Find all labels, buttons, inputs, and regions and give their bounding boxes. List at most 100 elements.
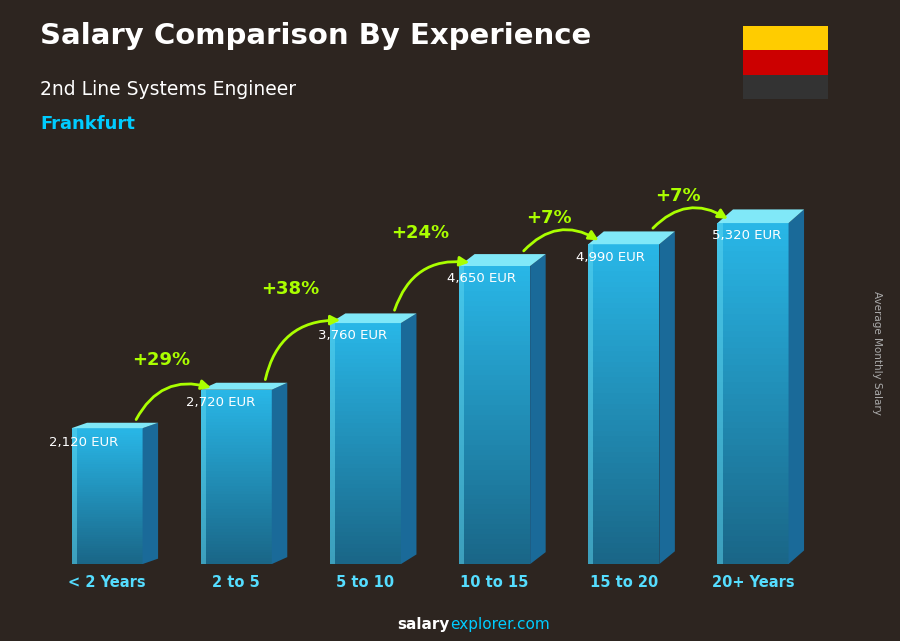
- Polygon shape: [717, 501, 788, 507]
- Polygon shape: [201, 390, 272, 393]
- Polygon shape: [71, 546, 142, 548]
- Polygon shape: [459, 544, 530, 549]
- Polygon shape: [717, 376, 788, 382]
- Polygon shape: [717, 422, 788, 428]
- Polygon shape: [717, 439, 788, 445]
- Polygon shape: [71, 535, 142, 537]
- Polygon shape: [717, 291, 788, 297]
- Polygon shape: [717, 405, 788, 411]
- Polygon shape: [71, 478, 142, 480]
- Text: Salary Comparison By Experience: Salary Comparison By Experience: [40, 22, 592, 51]
- Polygon shape: [71, 444, 142, 446]
- Polygon shape: [201, 404, 272, 407]
- Polygon shape: [71, 510, 142, 512]
- Polygon shape: [71, 517, 142, 519]
- Polygon shape: [589, 313, 660, 319]
- Polygon shape: [589, 297, 660, 303]
- Polygon shape: [330, 495, 401, 500]
- Polygon shape: [71, 492, 142, 494]
- Polygon shape: [589, 345, 660, 351]
- Polygon shape: [589, 479, 660, 484]
- Polygon shape: [330, 415, 401, 419]
- Polygon shape: [71, 437, 142, 440]
- Polygon shape: [459, 430, 530, 435]
- Polygon shape: [330, 463, 401, 468]
- Polygon shape: [589, 527, 660, 532]
- Polygon shape: [589, 383, 660, 388]
- Text: +29%: +29%: [132, 351, 191, 369]
- Polygon shape: [459, 254, 545, 266]
- Polygon shape: [201, 492, 272, 494]
- Polygon shape: [589, 265, 660, 271]
- Polygon shape: [717, 303, 788, 308]
- Polygon shape: [71, 505, 142, 508]
- Polygon shape: [71, 460, 142, 462]
- Bar: [742, 50, 828, 75]
- Polygon shape: [330, 367, 401, 371]
- Polygon shape: [330, 375, 401, 379]
- Polygon shape: [589, 388, 660, 394]
- Polygon shape: [330, 508, 401, 512]
- Text: +7%: +7%: [526, 208, 572, 226]
- Polygon shape: [71, 428, 142, 431]
- Polygon shape: [201, 494, 272, 497]
- Polygon shape: [589, 559, 660, 564]
- Polygon shape: [201, 445, 272, 448]
- Polygon shape: [717, 542, 788, 547]
- Polygon shape: [330, 492, 401, 495]
- Polygon shape: [717, 479, 788, 485]
- Polygon shape: [717, 246, 788, 251]
- Polygon shape: [589, 532, 660, 537]
- Polygon shape: [589, 436, 660, 442]
- Polygon shape: [459, 435, 530, 440]
- Polygon shape: [201, 393, 272, 395]
- Polygon shape: [717, 456, 788, 462]
- Polygon shape: [459, 315, 530, 320]
- Polygon shape: [589, 410, 660, 415]
- Polygon shape: [330, 355, 401, 359]
- Polygon shape: [330, 395, 401, 399]
- Polygon shape: [717, 524, 788, 530]
- Polygon shape: [330, 444, 401, 447]
- Polygon shape: [330, 371, 401, 375]
- Polygon shape: [717, 210, 804, 223]
- Polygon shape: [71, 499, 142, 501]
- Polygon shape: [330, 363, 401, 367]
- Polygon shape: [589, 495, 660, 500]
- Polygon shape: [459, 340, 530, 345]
- Polygon shape: [717, 269, 788, 274]
- Polygon shape: [330, 512, 401, 516]
- Polygon shape: [201, 477, 272, 480]
- Polygon shape: [71, 435, 142, 437]
- Polygon shape: [530, 254, 545, 564]
- Polygon shape: [717, 337, 788, 342]
- Polygon shape: [589, 231, 675, 244]
- Polygon shape: [201, 390, 206, 564]
- Polygon shape: [589, 463, 660, 468]
- Polygon shape: [330, 347, 401, 351]
- Polygon shape: [330, 313, 417, 323]
- Polygon shape: [589, 340, 660, 345]
- Polygon shape: [330, 399, 401, 403]
- Polygon shape: [71, 555, 142, 557]
- Polygon shape: [330, 428, 401, 431]
- Polygon shape: [71, 483, 142, 485]
- Polygon shape: [201, 422, 272, 424]
- Polygon shape: [201, 541, 272, 544]
- Polygon shape: [272, 383, 287, 564]
- Polygon shape: [71, 446, 142, 449]
- Polygon shape: [201, 468, 272, 471]
- Polygon shape: [717, 240, 788, 246]
- Polygon shape: [201, 433, 272, 437]
- Bar: [742, 75, 828, 99]
- Polygon shape: [459, 535, 530, 539]
- Polygon shape: [717, 536, 788, 542]
- Polygon shape: [717, 519, 788, 524]
- Polygon shape: [589, 255, 660, 260]
- Polygon shape: [459, 395, 530, 400]
- Polygon shape: [459, 400, 530, 405]
- Polygon shape: [71, 449, 142, 451]
- Polygon shape: [330, 504, 401, 508]
- Polygon shape: [71, 548, 142, 551]
- Polygon shape: [589, 458, 660, 463]
